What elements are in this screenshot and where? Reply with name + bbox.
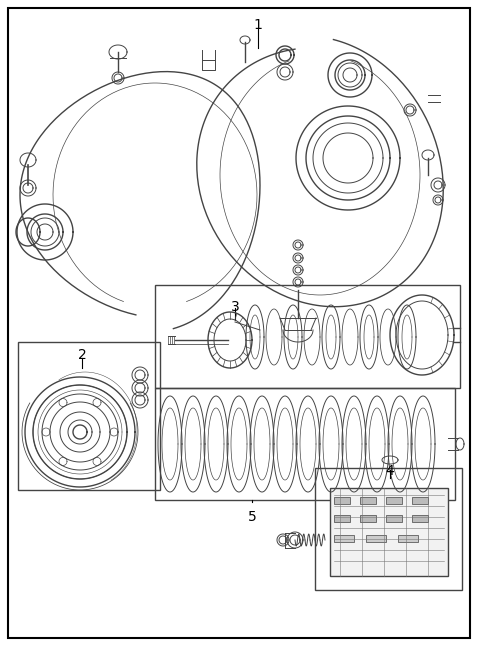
Bar <box>334 535 354 542</box>
Bar <box>398 535 418 542</box>
Bar <box>360 497 376 504</box>
Bar <box>412 515 428 522</box>
Bar <box>334 515 350 522</box>
Bar <box>386 515 402 522</box>
Bar <box>330 488 448 576</box>
Bar <box>412 497 428 504</box>
Text: 3: 3 <box>230 300 240 314</box>
Bar <box>360 515 376 522</box>
Text: 4: 4 <box>385 464 395 478</box>
Bar <box>334 497 350 504</box>
Bar <box>366 535 386 542</box>
Text: 5: 5 <box>248 510 256 524</box>
Text: 2: 2 <box>78 348 86 362</box>
Text: 1: 1 <box>253 18 263 32</box>
Bar <box>386 497 402 504</box>
